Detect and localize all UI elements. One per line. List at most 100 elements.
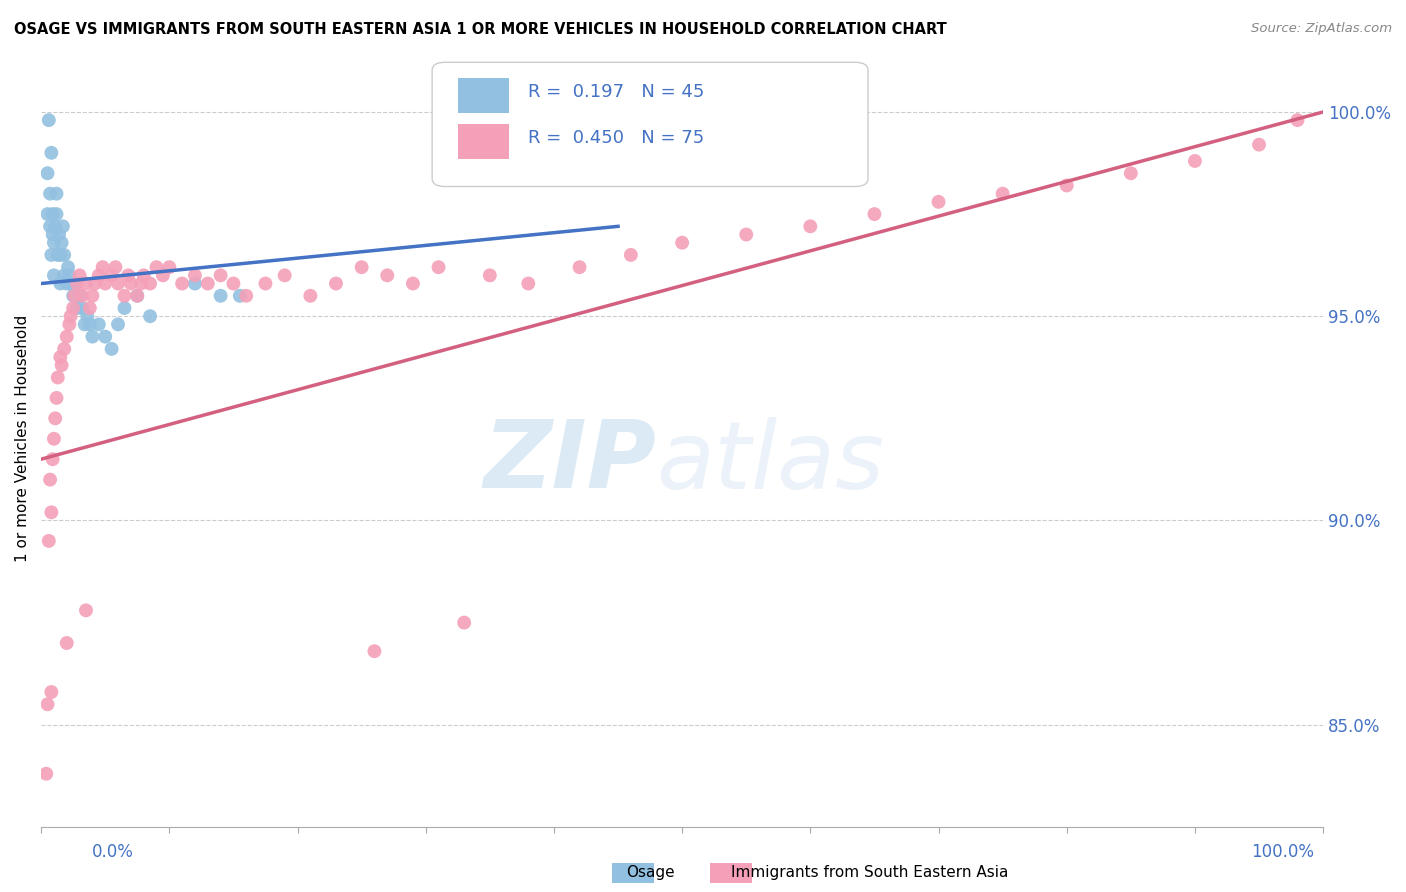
- Point: [41, 452, 63, 467]
- Point: [172, 277, 194, 291]
- Point: [39, 219, 62, 234]
- Point: [91, 260, 114, 275]
- Text: Source: ZipAtlas.com: Source: ZipAtlas.com: [1251, 22, 1392, 36]
- Point: [517, 277, 540, 291]
- Point: [45, 391, 67, 405]
- Point: [1247, 137, 1270, 152]
- Point: [42, 268, 65, 283]
- Point: [100, 268, 122, 283]
- Text: atlas: atlas: [657, 417, 884, 508]
- Point: [76, 309, 98, 323]
- Point: [184, 277, 207, 291]
- Point: [42, 432, 65, 446]
- Point: [120, 277, 142, 291]
- Point: [69, 268, 91, 283]
- Text: 100.0%: 100.0%: [1251, 843, 1315, 861]
- Point: [75, 603, 97, 617]
- Point: [863, 207, 886, 221]
- Point: [114, 301, 136, 315]
- Point: [46, 370, 69, 384]
- Point: [62, 301, 84, 315]
- Point: [991, 186, 1014, 201]
- Text: Immigrants from South Eastern Asia: Immigrants from South Eastern Asia: [731, 865, 1008, 880]
- Point: [100, 342, 122, 356]
- Point: [63, 289, 86, 303]
- Point: [69, 289, 91, 303]
- Point: [1056, 178, 1078, 193]
- Point: [63, 277, 86, 291]
- Point: [1184, 153, 1206, 168]
- Point: [350, 260, 373, 275]
- Point: [49, 248, 72, 262]
- Point: [45, 186, 67, 201]
- Point: [222, 277, 245, 291]
- Point: [39, 186, 62, 201]
- Point: [59, 277, 82, 291]
- Point: [53, 268, 76, 283]
- Point: [157, 260, 180, 275]
- Point: [82, 289, 104, 303]
- Point: [75, 277, 97, 291]
- Point: [117, 268, 139, 283]
- Point: [94, 329, 117, 343]
- Point: [62, 289, 84, 303]
- Point: [56, 260, 79, 275]
- Point: [44, 411, 66, 425]
- Point: [152, 268, 174, 283]
- Point: [41, 207, 63, 221]
- Point: [46, 248, 69, 262]
- Point: [402, 277, 425, 291]
- Point: [53, 248, 76, 262]
- FancyBboxPatch shape: [458, 78, 509, 112]
- Point: [53, 342, 76, 356]
- Point: [35, 766, 58, 780]
- Point: [66, 277, 89, 291]
- Point: [58, 268, 80, 283]
- Point: [928, 194, 950, 209]
- Point: [51, 235, 73, 250]
- Point: [79, 318, 101, 332]
- Point: [299, 289, 322, 303]
- Point: [129, 277, 152, 291]
- Point: [70, 301, 93, 315]
- Text: ZIP: ZIP: [484, 416, 657, 508]
- Point: [114, 289, 136, 303]
- Point: [94, 277, 117, 291]
- Point: [273, 268, 295, 283]
- Point: [58, 318, 80, 332]
- Point: [82, 329, 104, 343]
- Point: [620, 248, 643, 262]
- Text: OSAGE VS IMMIGRANTS FROM SOUTH EASTERN ASIA 1 OR MORE VEHICLES IN HOUSEHOLD CORR: OSAGE VS IMMIGRANTS FROM SOUTH EASTERN A…: [14, 22, 946, 37]
- Point: [145, 260, 167, 275]
- Point: [363, 644, 385, 658]
- Point: [87, 318, 110, 332]
- Point: [104, 260, 127, 275]
- Point: [235, 289, 257, 303]
- Point: [55, 277, 77, 291]
- Point: [49, 277, 72, 291]
- Point: [55, 636, 77, 650]
- Point: [209, 268, 232, 283]
- Point: [39, 473, 62, 487]
- Point: [79, 301, 101, 315]
- Text: 0.0%: 0.0%: [91, 843, 134, 861]
- FancyBboxPatch shape: [432, 62, 868, 186]
- Point: [107, 318, 129, 332]
- Point: [41, 145, 63, 160]
- Point: [87, 268, 110, 283]
- Text: Osage: Osage: [626, 865, 675, 880]
- Point: [41, 248, 63, 262]
- Point: [799, 219, 821, 234]
- Point: [45, 207, 67, 221]
- Point: [49, 350, 72, 364]
- Point: [42, 235, 65, 250]
- Point: [37, 698, 59, 712]
- Point: [229, 289, 252, 303]
- Point: [325, 277, 347, 291]
- Point: [107, 277, 129, 291]
- Point: [197, 277, 219, 291]
- Point: [209, 289, 232, 303]
- Point: [132, 268, 155, 283]
- Point: [73, 318, 96, 332]
- Point: [70, 289, 93, 303]
